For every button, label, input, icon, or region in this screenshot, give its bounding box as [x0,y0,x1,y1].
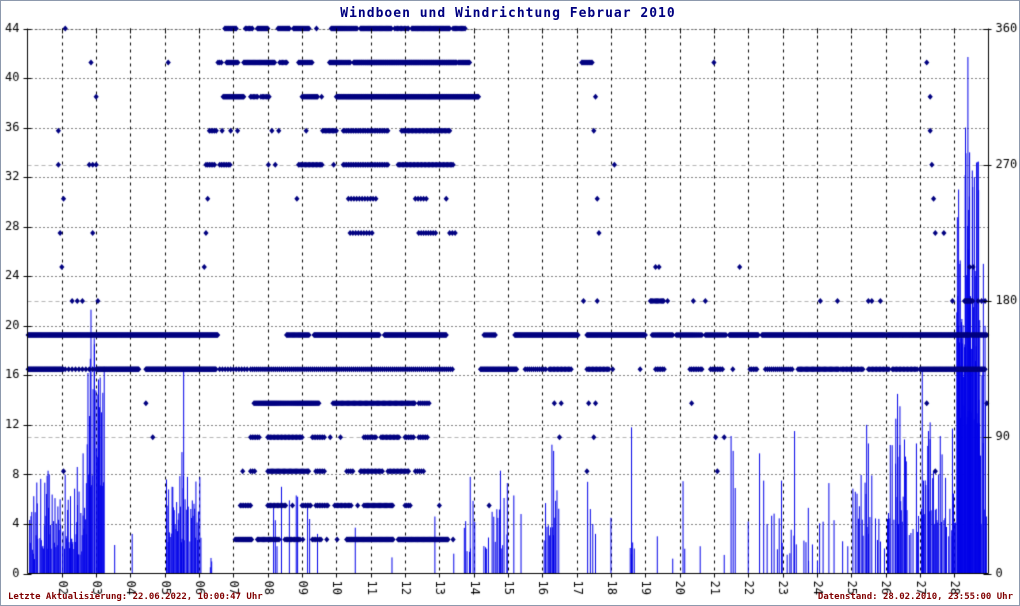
chart-title: Windboen und Windrichtung Februar 2010 [340,6,676,21]
data-timestamp-text: Datenstand: 28.02.2010, 23:55:00 Uhr [817,592,1013,602]
last-update-text: Letzte Aktualisierung: 22.06.2022, 10:00… [8,592,263,602]
